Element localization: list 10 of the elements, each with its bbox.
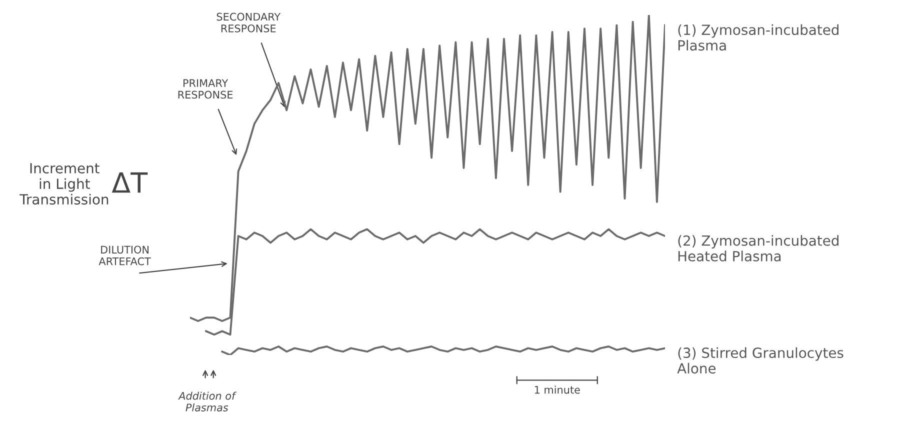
annotation: PRIMARY RESPONSE (178, 79, 233, 99)
text: Increment in Light Transmission (20, 163, 108, 205)
text: DILUTION ARTEFACT (98, 246, 151, 266)
annotation: SECONDARY RESPONSE (216, 12, 281, 32)
text: Addition of Plasmas (178, 392, 236, 412)
series-label: (1) Zymosan-incubated Plasma (678, 24, 838, 51)
text: ΔT (112, 172, 148, 193)
series-label: (2) Zymosan-incubated Heated Plasma (678, 235, 838, 262)
text: 1 minute (534, 386, 580, 394)
series-label: (3) Stirred Granulocytes Alone (677, 347, 844, 374)
